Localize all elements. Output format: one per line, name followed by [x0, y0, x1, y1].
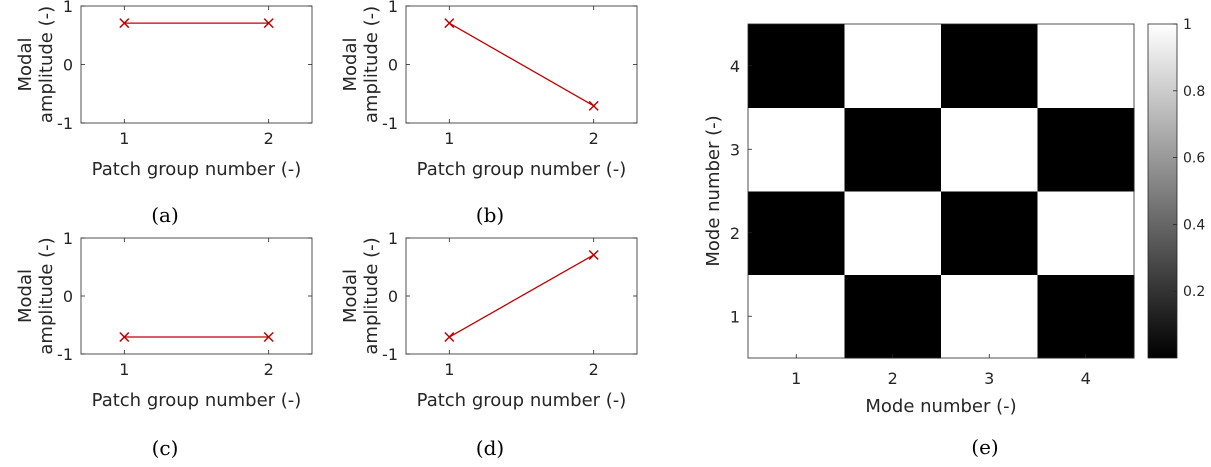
x-tick-label: 2 — [589, 360, 599, 379]
heatmap-cell — [748, 24, 845, 108]
x-tick-label: 1 — [119, 129, 129, 148]
heatmap-cell — [844, 107, 942, 192]
y-axis-label-line2: amplitude (-) — [361, 237, 382, 354]
x-axis-label: Patch group number (-) — [417, 390, 627, 411]
x-tick-label: 1 — [119, 360, 129, 379]
x-tick-label: 2 — [264, 360, 274, 379]
heatmap-cell — [844, 274, 942, 359]
plot-frame — [80, 5, 313, 124]
x-axis-label: Patch group number (-) — [92, 159, 302, 180]
panel-caption: (b) — [476, 203, 504, 227]
heatmap-cell — [748, 107, 845, 192]
panel-d: -1 0 1 1 2 Patch group number (-) Modal amplitu… — [340, 229, 638, 460]
panel-b: -1 0 1 1 2 Patch group number (-) Modal amplitu… — [340, 0, 638, 227]
y-tick-label: 0 — [388, 287, 398, 306]
panel-caption: (e) — [971, 435, 998, 459]
data-point-marker — [444, 18, 455, 29]
panel-caption: (c) — [152, 436, 179, 460]
colorbar-tick-label: 1 — [1183, 17, 1192, 33]
colorbar: 0.2 0.4 0.6 0.8 1 — [1147, 17, 1205, 359]
heatmap-cell — [1037, 191, 1135, 275]
y-tick-label: 1 — [388, 0, 398, 16]
x-tick-label: 4 — [1081, 369, 1091, 388]
x-axis-label: Patch group number (-) — [417, 159, 627, 180]
heatmap-cell — [844, 191, 942, 275]
x-axis-label: Patch group number (-) — [92, 390, 302, 411]
y-tick-label: 1 — [63, 229, 73, 248]
y-tick-label: -1 — [382, 114, 398, 133]
panel-e: 1 2 3 4 1 2 3 4 Mode number (-) Mode number (-) (e… — [703, 23, 1135, 459]
x-tick-label: 3 — [984, 369, 994, 388]
heatmap-cell — [941, 24, 1038, 108]
y-tick-label: 0 — [63, 287, 73, 306]
y-tick-label: -1 — [382, 345, 398, 364]
colorbar-tick-label: 0.8 — [1183, 84, 1205, 100]
heatmap-cell — [844, 24, 942, 108]
y-tick-label: -1 — [57, 345, 73, 364]
x-axis-label: Mode number (-) — [865, 396, 1016, 417]
colorbar-tick-label: 0.2 — [1183, 284, 1205, 300]
heatmap-cell — [1037, 274, 1135, 359]
x-tick-label: 2 — [888, 369, 898, 388]
data-point-marker — [119, 331, 130, 343]
data-point-marker — [444, 331, 455, 343]
plot-frame — [80, 237, 313, 355]
x-tick-label: 1 — [791, 369, 801, 388]
y-axis-label: Mode number (-) — [703, 115, 724, 266]
heatmap-frame — [747, 23, 1135, 359]
y-axis-label-line2: amplitude (-) — [36, 6, 57, 123]
colorbar-gradient — [1147, 23, 1178, 359]
y-axis-label-line2: amplitude (-) — [361, 6, 382, 123]
data-point-marker — [588, 249, 599, 261]
heatmap-cell — [748, 191, 845, 275]
data-point-marker — [263, 331, 274, 343]
y-tick-label: 1 — [730, 307, 740, 326]
heatmap-cell — [1037, 24, 1135, 108]
x-tick-label: 2 — [589, 129, 599, 148]
x-tick-label: 1 — [444, 129, 454, 148]
series-line — [448, 254, 595, 338]
y-axis-label-line1: Modal — [15, 269, 36, 323]
data-point-marker — [588, 100, 599, 111]
panel-caption: (d) — [476, 436, 504, 460]
y-axis-label-line1: Modal — [340, 38, 361, 92]
x-tick-label: 2 — [264, 129, 274, 148]
y-tick-label: 0 — [63, 56, 73, 75]
colorbar-tick-label: 0.4 — [1183, 217, 1205, 233]
x-tick-label: 1 — [444, 360, 454, 379]
y-axis-label-line2: amplitude (-) — [36, 237, 57, 354]
data-point-marker — [119, 18, 130, 29]
panel-c: -1 0 1 1 2 Patch group number (-) Modal amplitu… — [15, 229, 313, 460]
y-tick-label: 4 — [730, 57, 740, 76]
heatmap-cell — [941, 191, 1038, 275]
heatmap-cell — [941, 274, 1038, 359]
data-point-marker — [263, 18, 274, 29]
y-tick-label: 1 — [63, 0, 73, 16]
heatmap-cell — [941, 107, 1038, 192]
colorbar-tick-label: 0.6 — [1183, 151, 1205, 167]
heatmap-cell — [748, 274, 845, 359]
y-axis-label-line1: Modal — [340, 269, 361, 323]
panel-a: -1 0 1 1 2 Patch group number (-) Modal amplitu… — [15, 0, 313, 227]
y-axis-label-line1: Modal — [15, 38, 36, 92]
y-tick-label: 0 — [388, 56, 398, 75]
y-tick-label: 3 — [730, 140, 740, 159]
heatmap-cell — [1037, 107, 1135, 192]
series-line — [448, 22, 595, 107]
y-tick-label: 2 — [730, 224, 740, 243]
panel-caption: (a) — [151, 203, 179, 227]
y-tick-label: 1 — [388, 229, 398, 248]
y-tick-label: -1 — [57, 114, 73, 133]
